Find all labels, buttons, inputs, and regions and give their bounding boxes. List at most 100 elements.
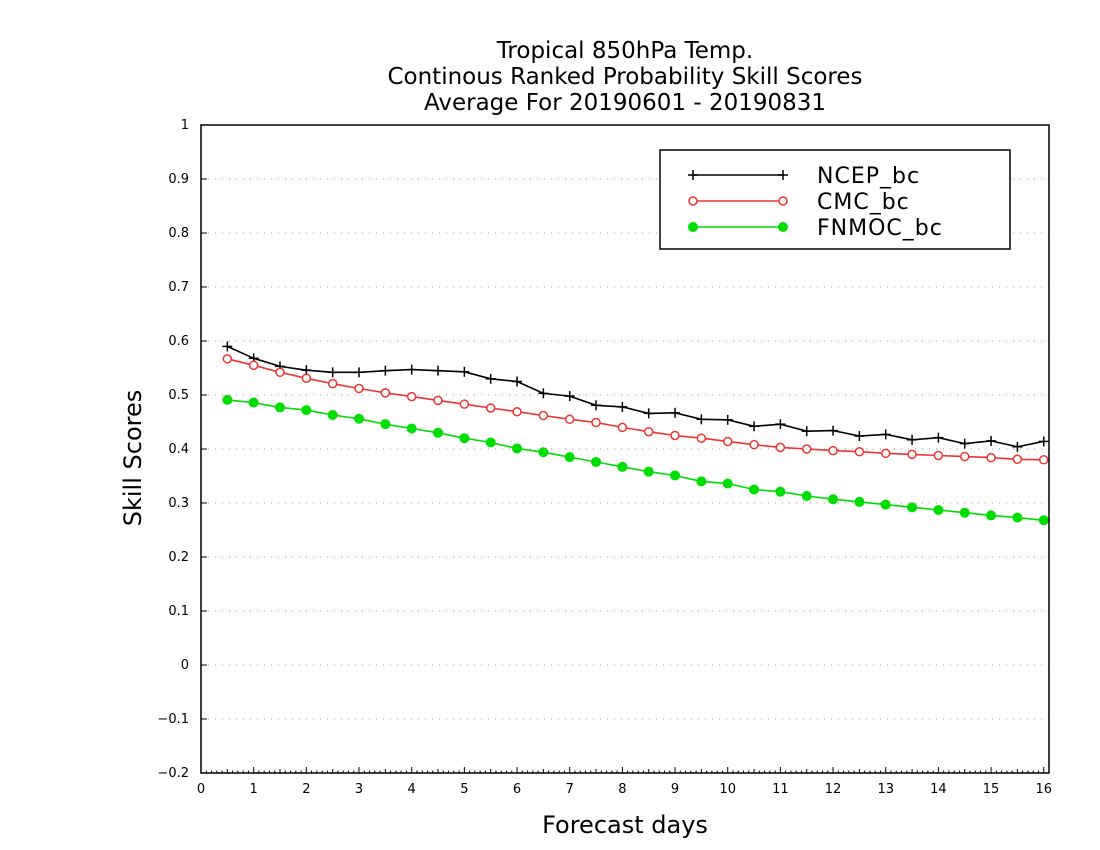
data-point-cmc-bc	[380, 388, 391, 398]
data-point-fnmoc-bc	[591, 456, 602, 467]
data-point-fnmoc-bc	[749, 484, 760, 495]
data-point-fnmoc-bc	[433, 427, 444, 438]
x-tick-label: 1	[250, 782, 258, 797]
data-point-cmc-bc	[801, 444, 812, 454]
data-point-ncep-bc	[1038, 436, 1049, 447]
legend-marker	[688, 196, 698, 206]
x-tick-label: 5	[460, 782, 468, 797]
data-point-fnmoc-bc	[670, 470, 681, 481]
data-point-fnmoc-bc	[1012, 512, 1023, 523]
data-point-cmc-bc	[512, 406, 522, 417]
data-point-fnmoc-bc	[564, 452, 575, 463]
data-point-cmc-bc	[327, 378, 338, 389]
gridlines	[201, 178, 1049, 720]
data-point-ncep-bc	[485, 373, 496, 384]
y-tick-label: 0.8	[168, 226, 189, 241]
data-point-fnmoc-bc	[722, 478, 733, 489]
data-point-cmc-bc	[459, 399, 470, 409]
legend-label-cmc-bc: CMC_bc	[817, 190, 910, 215]
data-point-ncep-bc	[538, 388, 549, 399]
series-line-ncep-bc	[226, 345, 1044, 448]
data-point-fnmoc-bc	[643, 466, 654, 477]
data-point-cmc-bc	[406, 391, 417, 402]
data-point-ncep-bc	[880, 429, 891, 440]
data-point-cmc-bc	[485, 403, 496, 413]
data-point-ncep-bc	[643, 408, 654, 419]
y-tick-label: 0.9	[168, 172, 189, 187]
series-fnmoc-bc	[222, 394, 1049, 526]
x-tick-label: 2	[302, 782, 310, 797]
data-point-ncep-bc	[354, 367, 365, 378]
x-tick-label: 3	[355, 782, 363, 797]
y-axis-label: Skill Scores	[119, 390, 147, 527]
x-tick-label: 14	[930, 782, 947, 797]
x-tick-label: 4	[408, 782, 416, 797]
plot-frame	[200, 124, 1050, 774]
y-tick-label: 0.4	[168, 442, 189, 457]
series-layer	[222, 341, 1049, 526]
data-point-cmc-bc	[354, 383, 364, 394]
data-point-fnmoc-bc	[380, 419, 391, 430]
data-point-ncep-bc	[775, 419, 786, 430]
data-point-fnmoc-bc	[354, 413, 365, 424]
data-point-ncep-bc	[459, 366, 470, 377]
data-point-cmc-bc	[749, 439, 759, 450]
data-point-fnmoc-bc	[828, 494, 839, 505]
y-tick-label: 0.3	[168, 496, 189, 511]
series-line-fnmoc-bc	[227, 399, 1044, 522]
data-point-cmc-bc	[775, 442, 786, 453]
data-point-fnmoc-bc	[1038, 515, 1049, 526]
data-point-fnmoc-bc	[248, 397, 259, 408]
data-point-cmc-bc	[433, 395, 443, 406]
data-point-ncep-bc	[564, 391, 575, 402]
data-point-cmc-bc	[591, 417, 601, 428]
data-point-fnmoc-bc	[617, 461, 628, 472]
data-point-ncep-bc	[801, 426, 812, 437]
y-tick-label: −0.2	[157, 766, 189, 781]
x-tick-label: 11	[772, 782, 789, 797]
x-tick-label: 10	[719, 782, 736, 797]
chart-title-line-3: Average For 20190601 - 20190831	[424, 90, 826, 116]
data-point-ncep-bc	[591, 400, 602, 411]
data-point-fnmoc-bc	[275, 402, 286, 413]
y-tick-label: 0.2	[168, 550, 189, 565]
legend-item-fnmoc-bc: FNMOC_bc	[688, 216, 943, 241]
data-point-fnmoc-bc	[327, 409, 338, 420]
y-tick-label: 0.6	[168, 334, 189, 349]
legend-label-fnmoc-bc: FNMOC_bc	[817, 216, 943, 241]
legend-box	[659, 149, 1011, 250]
data-point-cmc-bc	[1038, 455, 1049, 465]
data-point-ncep-bc	[907, 434, 918, 445]
x-tick-label: 6	[513, 782, 521, 797]
data-point-fnmoc-bc	[696, 476, 707, 487]
data-point-ncep-bc	[617, 401, 628, 412]
data-point-ncep-bc	[959, 438, 970, 449]
data-point-ncep-bc	[222, 341, 233, 352]
data-point-cmc-bc	[854, 446, 865, 457]
series-ncep-bc	[222, 341, 1049, 452]
data-point-ncep-bc	[696, 414, 707, 425]
data-point-ncep-bc	[433, 365, 444, 376]
data-point-cmc-bc	[696, 433, 707, 443]
legend-marker	[778, 170, 788, 180]
x-tick-label: 8	[618, 782, 626, 797]
data-point-cmc-bc	[933, 450, 944, 461]
data-point-ncep-bc	[933, 432, 944, 443]
x-tick-label: 9	[671, 782, 679, 797]
data-point-fnmoc-bc	[222, 394, 233, 405]
data-point-cmc-bc	[222, 354, 233, 364]
y-tick-label: −0.1	[157, 712, 189, 727]
y-tick-label: 0.7	[168, 280, 189, 295]
data-point-ncep-bc	[327, 367, 338, 378]
data-point-ncep-bc	[406, 364, 417, 375]
data-point-fnmoc-bc	[459, 433, 470, 444]
data-point-cmc-bc	[248, 360, 259, 371]
x-tick-label: 16	[1035, 782, 1052, 797]
data-point-ncep-bc	[670, 407, 681, 418]
data-point-cmc-bc	[564, 414, 575, 425]
legend-marker	[778, 196, 788, 206]
data-point-fnmoc-bc	[959, 507, 970, 518]
data-point-ncep-bc	[749, 421, 760, 432]
data-point-cmc-bc	[538, 410, 549, 421]
